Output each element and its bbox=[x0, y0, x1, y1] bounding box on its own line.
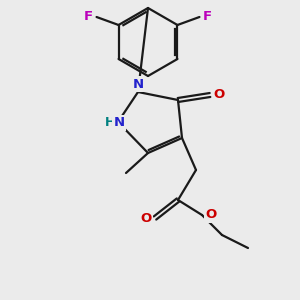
Text: O: O bbox=[140, 212, 152, 224]
Text: O: O bbox=[206, 208, 217, 221]
Text: H: H bbox=[105, 116, 115, 130]
Text: O: O bbox=[213, 88, 225, 101]
Text: N: N bbox=[113, 116, 124, 130]
Text: N: N bbox=[132, 77, 144, 91]
Text: F: F bbox=[203, 11, 212, 23]
Text: F: F bbox=[84, 11, 93, 23]
